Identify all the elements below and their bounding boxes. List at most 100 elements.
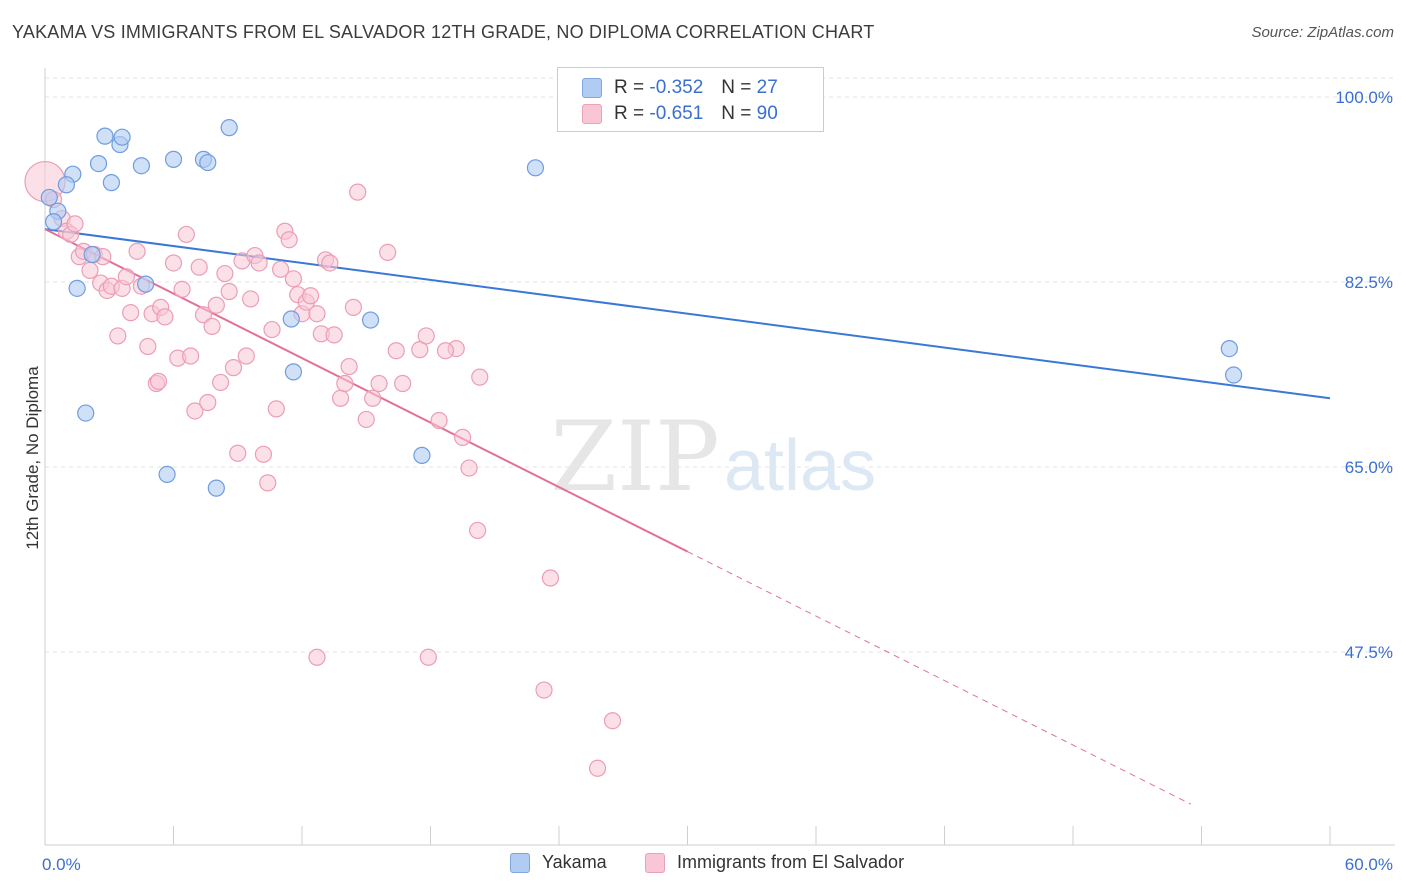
salvador-point: [173, 280, 191, 298]
salvador-point: [603, 712, 622, 730]
watermark-zip: ZIP: [550, 401, 719, 513]
salvador-point: [454, 428, 472, 446]
salvador-point: [387, 342, 405, 360]
salvador-point: [207, 296, 225, 314]
salvador-point: [182, 347, 200, 365]
salvador-point: [250, 254, 268, 272]
yakama-n-value: 27: [756, 77, 778, 98]
salvador-point: [417, 327, 435, 345]
yakama-point: [361, 311, 380, 329]
salvador-point: [220, 282, 238, 301]
salvador-point: [280, 231, 298, 249]
salvador-point: [203, 317, 221, 335]
bottom-legend-yakama: Yakama: [510, 852, 607, 873]
yakama-point: [77, 404, 95, 422]
salvador-point: [224, 359, 243, 377]
salvador-point: [308, 305, 326, 323]
salvador-point: [336, 374, 354, 393]
salvador-point: [370, 374, 388, 393]
legend-row-salvador: R = -0.651 N = 90: [582, 102, 778, 126]
salvador-point: [66, 215, 84, 233]
salvador-point: [301, 287, 320, 305]
salvador-legend-label: Immigrants from El Salvador: [677, 852, 905, 872]
salvador-point: [344, 298, 362, 316]
tick-labels: 100.0% 82.5% 65.0% 47.5% 0.0% 60.0%: [42, 88, 1393, 874]
yakama-point: [526, 159, 545, 177]
watermark: ZIP atlas: [550, 401, 876, 513]
yakama-point: [83, 245, 101, 264]
salvador-point: [271, 260, 290, 278]
salvador-point: [284, 270, 303, 288]
salvador-point: [242, 290, 260, 308]
salvador-point: [190, 258, 208, 276]
y-axis-label: 12th Grade, No Diploma: [23, 366, 42, 550]
salvador-point: [541, 569, 560, 587]
salvador-point: [128, 242, 146, 260]
yakama-legend-label: Yakama: [542, 852, 607, 872]
yakama-point: [164, 150, 183, 168]
yakama-point: [113, 128, 131, 146]
salvador-point: [394, 374, 412, 393]
yakama-point: [40, 188, 58, 207]
r-label: R =: [614, 77, 645, 98]
grid-lines: [45, 77, 1395, 653]
salvador-point: [379, 243, 397, 261]
salvador-point: [177, 225, 195, 244]
salvador-point: [194, 306, 213, 324]
salvador-point: [237, 347, 255, 365]
salvador-r-value: -0.651: [649, 103, 704, 124]
yakama-point: [96, 127, 114, 145]
yakama-point: [1225, 366, 1243, 384]
salvador-point: [259, 474, 277, 492]
salvador-point: [267, 400, 285, 418]
salvador-swatch: [582, 104, 602, 124]
salvador-point: [254, 445, 273, 463]
yakama-point: [158, 465, 176, 483]
n-label: N =: [721, 103, 752, 124]
salvador-point: [321, 254, 339, 272]
salvador-point: [349, 183, 367, 201]
salvador-point: [156, 308, 174, 326]
salvador-point: [469, 521, 487, 540]
yakama-point: [137, 275, 155, 293]
salvador-point: [331, 389, 350, 407]
salvador-point: [139, 337, 157, 356]
salvador-point: [588, 759, 607, 777]
salvador-point: [81, 261, 99, 279]
yakama-point: [207, 479, 225, 497]
yakama-point: [102, 174, 120, 192]
y-tick-label: 47.5%: [1345, 643, 1393, 662]
salvador-point: [411, 341, 429, 359]
y-tick-label: 65.0%: [1345, 458, 1393, 477]
yakama-point: [57, 176, 76, 194]
yakama-swatch: [582, 78, 602, 98]
salvador-point: [535, 681, 553, 699]
yakama-point: [44, 213, 63, 231]
salvador-trend-extension: [687, 551, 1192, 805]
salvador-point: [460, 459, 478, 477]
salvador-point: [471, 368, 489, 386]
salvador-point: [149, 372, 168, 390]
salvador-point: [263, 320, 281, 339]
source-credit: Source: ZipAtlas.com: [1251, 24, 1394, 41]
salvador-point: [216, 264, 234, 283]
yakama-point: [1220, 340, 1238, 358]
n-label: N =: [721, 77, 752, 98]
salvador-point: [419, 648, 437, 666]
watermark-atlas: atlas: [724, 426, 876, 506]
salvador-point: [186, 402, 204, 420]
salvador-point: [340, 357, 358, 376]
salvador-n-value: 90: [756, 103, 778, 124]
yakama-legend-swatch: [510, 852, 530, 873]
salvador-point: [364, 389, 382, 407]
salvador-point: [357, 410, 375, 429]
salvador-legend-swatch: [645, 852, 665, 873]
salvador-point: [164, 254, 183, 272]
salvador-point: [122, 304, 140, 322]
salvador-points: [24, 160, 622, 777]
yakama-points: [40, 119, 1243, 497]
salvador-point: [430, 411, 448, 430]
salvador-point: [212, 373, 230, 392]
stats-legend: R = -0.352 N = 27 R = -0.651 N = 90: [557, 67, 824, 132]
